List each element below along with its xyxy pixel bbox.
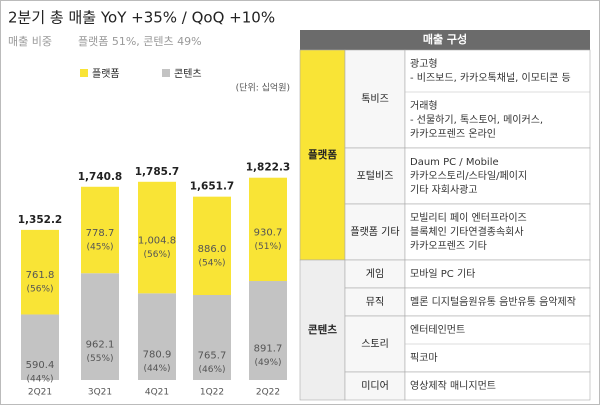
detail-text: 픽코마 bbox=[410, 352, 438, 364]
detail-text: 광고형 bbox=[410, 58, 438, 70]
share-label: (56%) bbox=[143, 250, 170, 260]
detail-text: 엔터테인먼트 bbox=[410, 324, 465, 336]
value-label: 780.9 bbox=[143, 350, 172, 361]
subtitle-label: 매출 비중 bbox=[8, 35, 52, 48]
bar-segment bbox=[81, 186, 119, 274]
detail-cell bbox=[404, 287, 591, 317]
row-label: 톡비즈 bbox=[361, 93, 389, 105]
row-label-cell bbox=[344, 49, 406, 149]
table-header: 매출 구성 bbox=[423, 32, 467, 46]
share-label: (45%) bbox=[86, 242, 113, 252]
share-label: (55%) bbox=[86, 354, 113, 364]
group-cell bbox=[299, 259, 346, 401]
detail-text: 거래형 bbox=[410, 100, 438, 112]
table-header-bg bbox=[300, 30, 590, 50]
value-label: 590.4 bbox=[26, 360, 55, 371]
bar-segment bbox=[138, 181, 176, 294]
x-tick-label: 2Q22 bbox=[256, 388, 280, 398]
bar-segment bbox=[249, 281, 287, 380]
value-label: 778.7 bbox=[86, 228, 115, 239]
share-label: (51%) bbox=[254, 242, 281, 252]
row-label-cell bbox=[344, 259, 406, 289]
detail-text: 카카오스토리/스타일/페이지 bbox=[410, 170, 527, 182]
legend-swatch bbox=[80, 69, 88, 77]
bar-segment bbox=[138, 293, 176, 380]
detail-cell bbox=[404, 49, 591, 149]
group-label: 콘텐츠 bbox=[308, 323, 337, 336]
row-label: 스토리 bbox=[361, 338, 389, 350]
detail-cell bbox=[404, 203, 591, 261]
detail-text: Daum PC / Mobile bbox=[410, 157, 499, 168]
row-label: 뮤직 bbox=[366, 296, 384, 308]
bar-segment bbox=[21, 314, 59, 380]
detail-cell bbox=[404, 147, 591, 205]
x-tick-label: 2Q21 bbox=[28, 388, 52, 398]
total-label: 1,785.7 bbox=[135, 166, 180, 178]
share-label: (49%) bbox=[254, 358, 281, 368]
detail-cell bbox=[404, 371, 591, 401]
total-label: 1,352.2 bbox=[18, 214, 63, 226]
value-label: 891.7 bbox=[254, 344, 283, 355]
share-label: (46%) bbox=[198, 365, 225, 375]
legend-label: 콘텐츠 bbox=[174, 68, 202, 80]
group-cell bbox=[299, 49, 346, 261]
row-label-cell bbox=[344, 315, 406, 373]
detail-text: 기타 자회사광고 bbox=[410, 184, 478, 196]
total-label: 1,822.3 bbox=[246, 162, 291, 174]
total-label: 1,651.7 bbox=[190, 181, 235, 193]
row-label: 플랫폼 기타 bbox=[350, 226, 399, 238]
title: 2분기 총 매출 YoY +35% / QoQ +10% bbox=[8, 9, 275, 27]
bar-segment bbox=[193, 196, 231, 296]
detail-text: 영상제작 매니지먼트 bbox=[410, 380, 496, 392]
share-label: (44%) bbox=[143, 364, 170, 374]
value-label: 761.8 bbox=[26, 270, 55, 281]
detail-text: 블록체인 기타연결종속회사 bbox=[410, 226, 524, 238]
x-tick-label: 3Q21 bbox=[88, 388, 112, 398]
x-tick-label: 1Q22 bbox=[200, 388, 224, 398]
detail-text: 카카오프렌즈 기타 bbox=[410, 240, 487, 252]
row-label: 포털비즈 bbox=[357, 170, 394, 182]
unit: (단위: 십억원) bbox=[236, 82, 290, 94]
legend-label: 플랫폼 bbox=[92, 68, 120, 80]
subtitle: 플랫폼 51%, 콘텐츠 49% bbox=[78, 35, 202, 48]
detail-text: 멜론 디지털음원유통 음반유통 음악제작 bbox=[410, 296, 576, 308]
row-label-cell bbox=[344, 371, 406, 401]
x-tick-label: 4Q21 bbox=[145, 388, 169, 398]
row-label: 미디어 bbox=[361, 380, 389, 392]
detail-text: - 선물하기, 톡스토어, 메이커스, bbox=[410, 113, 543, 126]
share-label: (54%) bbox=[198, 258, 225, 268]
bar-segment bbox=[81, 273, 119, 380]
row-label-cell bbox=[344, 203, 406, 261]
value-label: 962.1 bbox=[86, 340, 115, 351]
detail-text: 카카오프렌즈 온라인 bbox=[410, 128, 496, 140]
value-label: 930.7 bbox=[254, 227, 283, 238]
legend-swatch bbox=[162, 69, 170, 77]
detail-text: - 비즈보드, 카카오톡채널, 이모티콘 등 bbox=[410, 72, 571, 84]
bar-segment bbox=[193, 295, 231, 380]
detail-text: 모빌리티 페이 엔터프라이즈 bbox=[410, 212, 527, 224]
row-label-cell bbox=[344, 287, 406, 317]
group-label: 플랫폼 bbox=[308, 148, 337, 161]
total-label: 1,740.8 bbox=[78, 171, 123, 183]
bar-segment bbox=[21, 229, 59, 315]
detail-text: 모바일 PC 기타 bbox=[410, 268, 475, 280]
share-label: (44%) bbox=[26, 375, 53, 385]
share-label: (56%) bbox=[26, 285, 53, 295]
row-label-cell bbox=[344, 147, 406, 205]
value-label: 1,004.8 bbox=[138, 236, 176, 247]
bar-segment bbox=[249, 177, 287, 282]
detail-cell bbox=[404, 259, 591, 289]
value-label: 765.7 bbox=[198, 351, 227, 362]
value-label: 886.0 bbox=[198, 244, 227, 255]
row-label: 게임 bbox=[366, 267, 384, 280]
